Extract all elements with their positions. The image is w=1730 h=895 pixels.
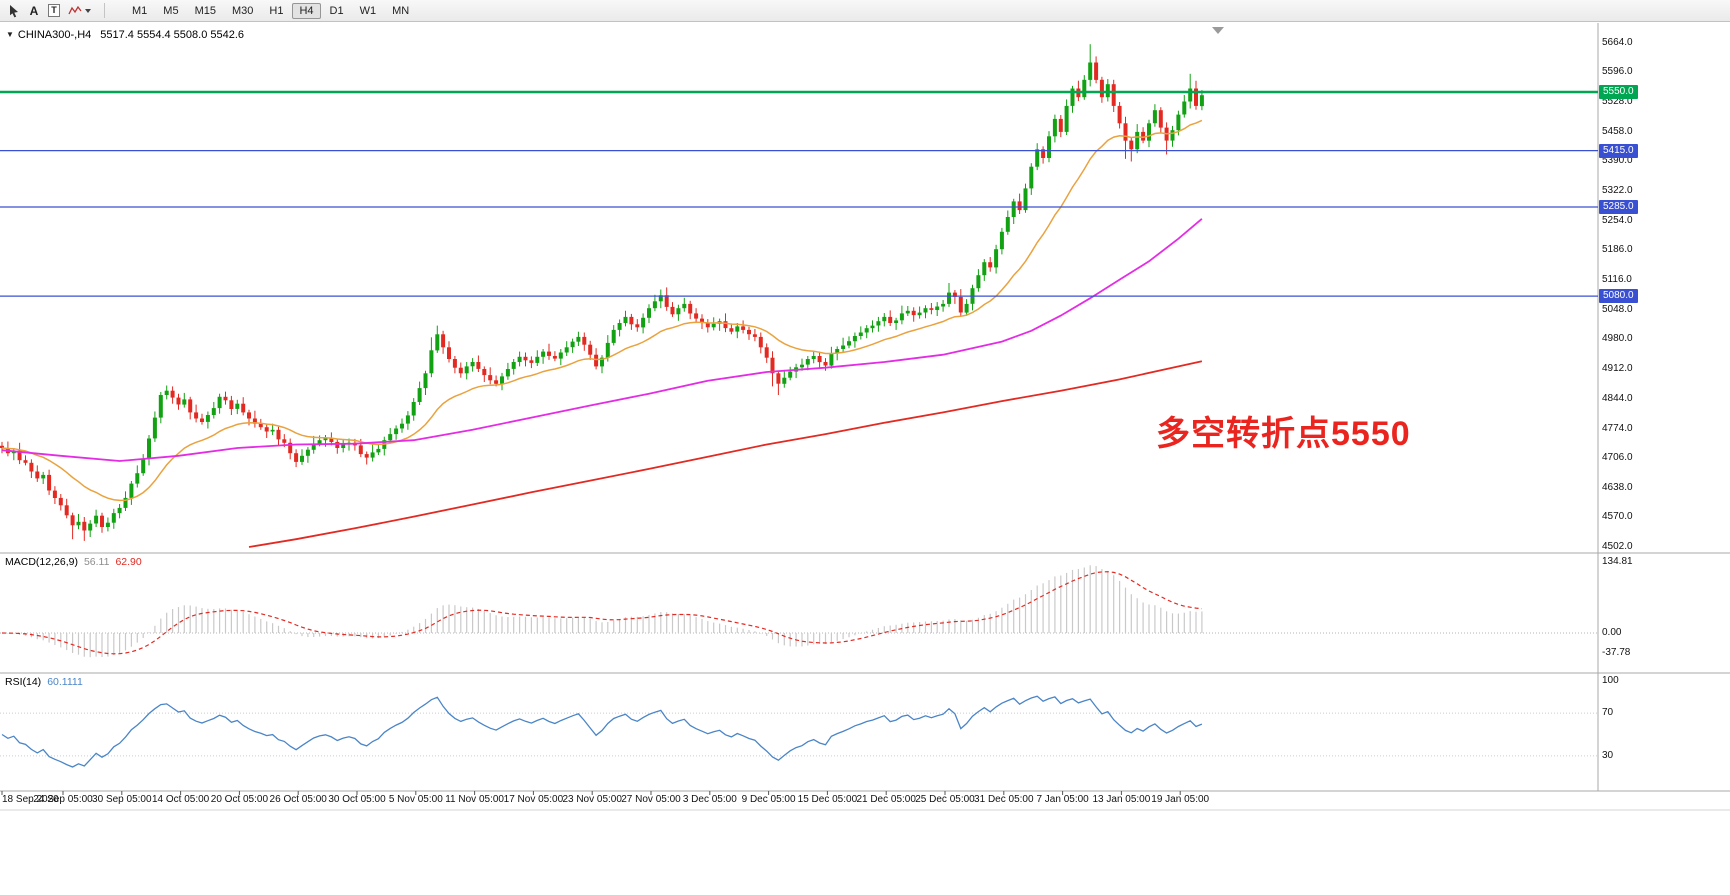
time-axis-ticks: [1, 791, 1181, 795]
timeframe-button-m15[interactable]: M15: [188, 3, 223, 19]
toolbar: A T M1 M5 M15 M30 H1 H4 D1 W1 MN: [0, 0, 1730, 22]
candles-layer: [0, 44, 1204, 541]
cursor-tool-button[interactable]: [5, 2, 23, 20]
toolbar-separator: [104, 3, 105, 18]
timeframe-button-m30[interactable]: M30: [225, 3, 260, 19]
timeframe-button-m1[interactable]: M1: [125, 3, 154, 19]
price-levels-layer: [0, 90, 1598, 297]
timeframe-button-h1[interactable]: H1: [262, 3, 290, 19]
timeframe-button-m5[interactable]: M5: [156, 3, 185, 19]
dropdown-caret-icon: [85, 8, 91, 13]
timeframe-toolbar: M1 M5 M15 M30 H1 H4 D1 W1 MN: [124, 2, 417, 19]
polyline-tool-button[interactable]: [65, 2, 94, 20]
ma-mid-line: [1, 218, 1203, 462]
text-label-tool-button[interactable]: A: [25, 2, 43, 20]
chart-shift-marker-icon[interactable]: [1212, 27, 1224, 34]
macd-signal-line: [1, 571, 1202, 655]
text-label-icon: A: [29, 3, 39, 18]
timeframe-button-d1[interactable]: D1: [323, 3, 351, 19]
text-box-icon: T: [48, 4, 60, 17]
ma-slow-line: [248, 360, 1203, 548]
chart-svg[interactable]: [0, 22, 1730, 895]
macd-histogram: [7, 565, 1203, 658]
timeframe-button-w1[interactable]: W1: [353, 3, 384, 19]
polyline-icon: [68, 5, 82, 14]
text-box-tool-button[interactable]: T: [45, 2, 63, 20]
chart-canvas[interactable]: [0, 22, 1730, 895]
timeframe-button-h4[interactable]: H4: [292, 2, 321, 19]
cursor-icon: [10, 4, 18, 17]
timeframe-button-mn[interactable]: MN: [385, 3, 416, 19]
rsi-line: [1, 695, 1203, 768]
ma-fast-line: [1, 119, 1203, 502]
